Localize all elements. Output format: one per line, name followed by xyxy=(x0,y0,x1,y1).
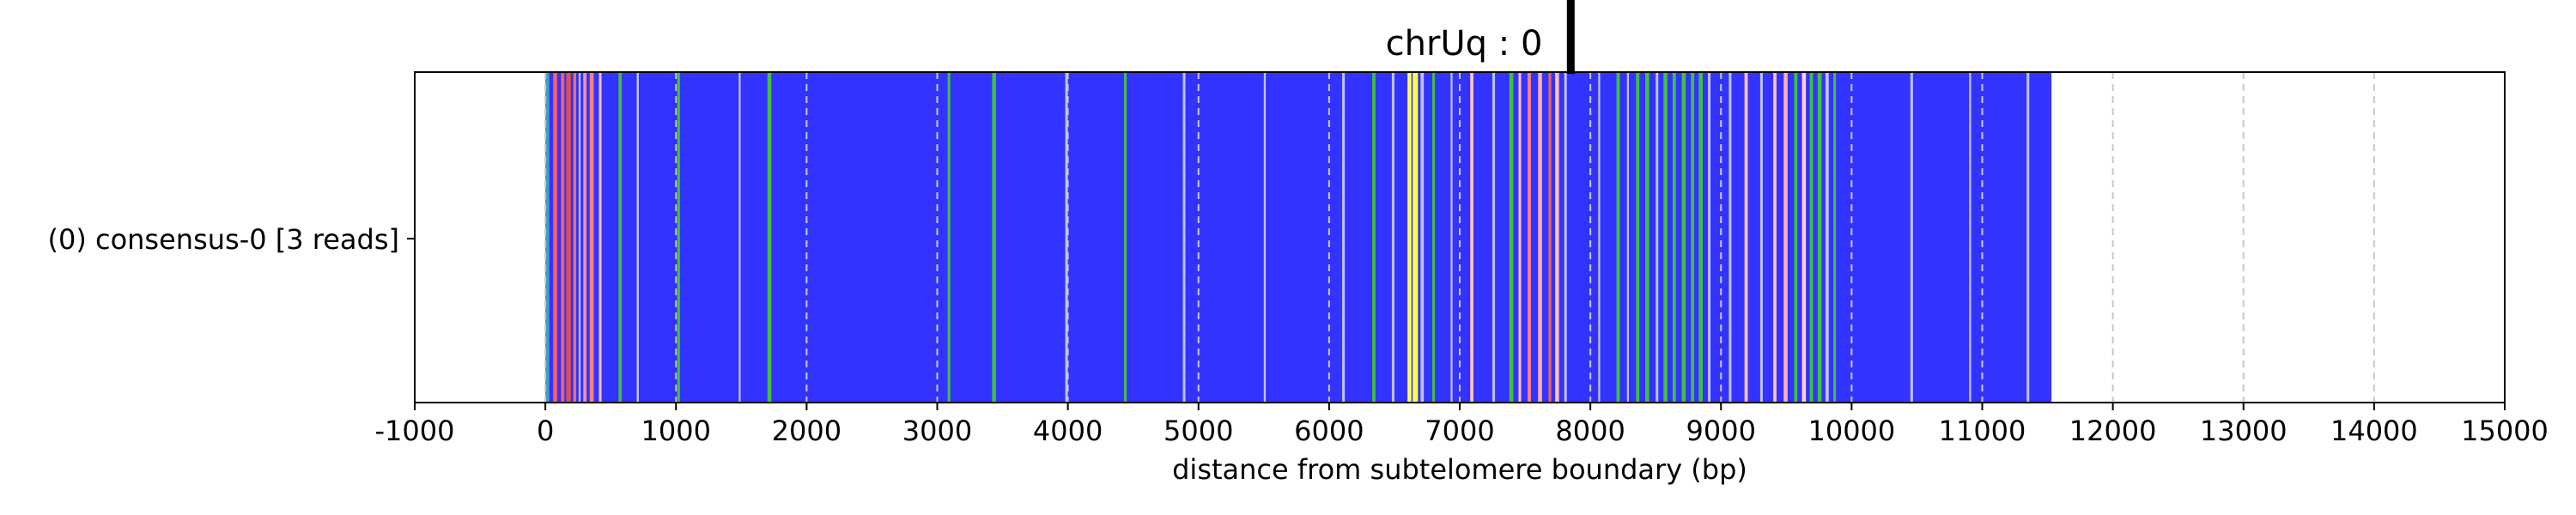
x-tick-label: 11000 xyxy=(1939,415,2026,447)
read-segment xyxy=(1124,72,1127,403)
x-tick-label: 7000 xyxy=(1425,415,1494,447)
x-tick-label: 13000 xyxy=(2200,415,2287,447)
read-segment xyxy=(1528,72,1531,403)
read-segment xyxy=(1413,72,1419,403)
x-tick-label: 12000 xyxy=(2069,415,2157,447)
read-segment xyxy=(677,72,680,403)
read-segment xyxy=(1263,72,1267,403)
read-segment xyxy=(1833,72,1837,403)
read-segment xyxy=(1801,72,1807,403)
read-segment xyxy=(1809,72,1814,403)
read-segment xyxy=(1708,72,1711,403)
read-segment xyxy=(1518,72,1522,403)
y-axis: (0) consensus-0 [3 reads] xyxy=(47,223,415,256)
read-segment xyxy=(2026,72,2030,403)
read-segment xyxy=(1636,72,1640,403)
read-segment xyxy=(1342,72,1346,403)
x-tick-label: 8000 xyxy=(1555,415,1625,447)
read-segment xyxy=(1065,72,1068,403)
read-segment xyxy=(1616,72,1620,403)
read-segment xyxy=(947,72,951,403)
chart-title: chrUq : 0 xyxy=(1386,24,1543,64)
read-segment xyxy=(1773,72,1777,403)
x-axis-label: distance from subtelomere boundary (bp) xyxy=(1172,453,1747,486)
read-segment xyxy=(1372,72,1376,403)
read-segment xyxy=(1672,72,1676,403)
read-segment xyxy=(767,72,772,403)
x-axis: -1000 0 1000 2000 3000 4000 5000 6000 7000 8000 90… xyxy=(375,403,2549,447)
y-tick-label: (0) consensus-0 [3 reads] xyxy=(47,223,399,256)
read-segment xyxy=(1407,72,1412,403)
x-tick-label: 2000 xyxy=(772,415,841,447)
read-segment xyxy=(1744,72,1748,403)
x-tick-label: 1000 xyxy=(641,415,711,447)
read-segment xyxy=(1663,72,1668,403)
read-segment xyxy=(1817,72,1822,403)
x-tick-label: 4000 xyxy=(1033,415,1103,447)
x-tick-label: 6000 xyxy=(1294,415,1364,447)
read-segment xyxy=(1450,72,1453,403)
read-segment xyxy=(1656,72,1659,403)
read-segment xyxy=(1432,72,1436,403)
read-segment xyxy=(1509,72,1514,403)
read-segment xyxy=(1969,72,1971,403)
read-segment xyxy=(1492,72,1496,403)
x-tick-label: 14000 xyxy=(2330,415,2418,447)
read-segment xyxy=(1783,72,1788,403)
read-segment xyxy=(1691,72,1695,403)
read-segment xyxy=(1698,72,1703,403)
read-segment xyxy=(589,72,594,403)
x-tick-label: 15000 xyxy=(2461,415,2549,447)
read-segment xyxy=(1825,72,1829,403)
read-segment xyxy=(1598,72,1601,403)
read-segment xyxy=(553,72,557,403)
x-tick-label: 10000 xyxy=(1807,415,1895,447)
read-segment xyxy=(1910,72,1913,403)
x-tick-label: 0 xyxy=(537,415,554,447)
read-segment xyxy=(992,72,996,403)
read-segment xyxy=(1645,72,1649,403)
read-segment xyxy=(545,72,550,403)
read-segment xyxy=(578,72,581,403)
read-segment xyxy=(1555,72,1559,403)
read-segment xyxy=(1728,72,1732,403)
read-segment xyxy=(583,72,587,403)
read-bar xyxy=(545,72,2052,403)
x-tick-label: -1000 xyxy=(375,415,455,447)
read-segment xyxy=(1420,72,1425,403)
read-segment xyxy=(1182,72,1186,403)
read-segment xyxy=(1759,72,1763,403)
read-segment xyxy=(1681,72,1686,403)
read-segment xyxy=(1626,72,1630,403)
read-segment xyxy=(636,72,639,403)
read-segment xyxy=(1391,72,1394,403)
read-segment xyxy=(566,72,571,403)
read-segment xyxy=(573,72,576,403)
x-tick-label: 9000 xyxy=(1686,415,1756,447)
read-segment xyxy=(1794,72,1798,403)
read-segment xyxy=(738,72,741,403)
read-segment xyxy=(1538,72,1542,403)
read-segment xyxy=(561,72,565,403)
x-tick-label: 3000 xyxy=(902,415,972,447)
read-segment xyxy=(1470,72,1473,403)
read-layer xyxy=(545,72,2052,403)
read-segment xyxy=(1564,72,1567,403)
read-segment xyxy=(598,72,602,403)
x-tick-label: 5000 xyxy=(1163,415,1233,447)
read-segment xyxy=(618,72,623,403)
read-segment xyxy=(1548,72,1552,403)
